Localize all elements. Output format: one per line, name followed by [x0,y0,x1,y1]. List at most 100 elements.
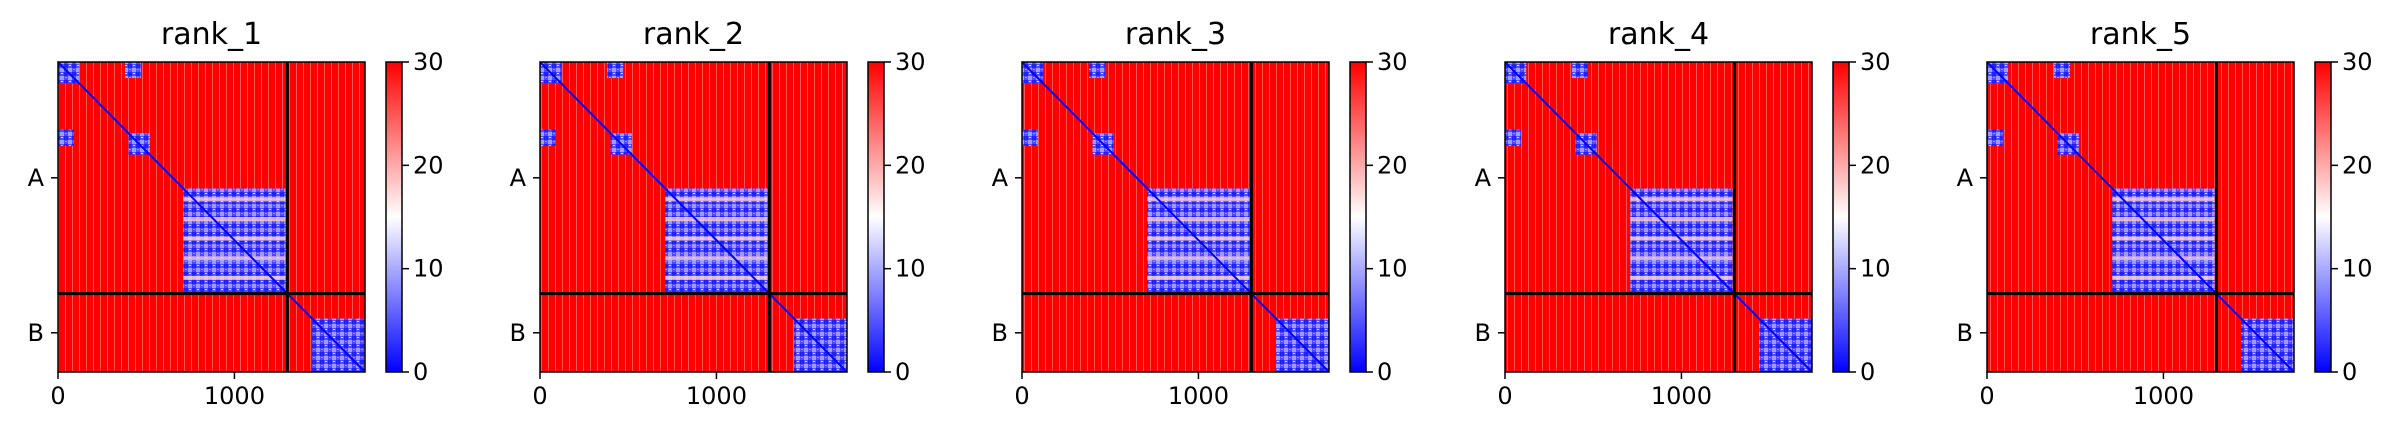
low-error-block [2054,62,2070,79]
axes-frame [1504,61,1813,373]
diagonal [1986,61,2295,373]
colorbar [1832,61,1850,373]
axes-frame [1021,61,1330,373]
error-streak [2112,236,2215,241]
chain-label: A [1957,164,1974,192]
x-tick-label: 1000 [1168,382,1229,410]
error-streak [183,256,286,261]
error-streak [1147,217,1250,221]
colorbar [385,61,403,373]
low-error-block [1022,129,1038,146]
colorbar [1349,61,1367,373]
colorbar-tick-label: 10 [1377,255,1408,283]
error-streak [2112,256,2215,261]
low-error-block [1089,62,1105,79]
chain-label: B [1475,319,1491,347]
x-tick-label: 0 [1979,382,1994,410]
low-error-block [607,62,623,79]
error-streak [1147,197,1250,202]
colorbar-tick-label: 20 [2342,151,2373,179]
colorbar-tick-label: 30 [413,48,444,76]
chain-label: B [28,319,44,347]
colorbar-tick-label: 0 [413,358,428,386]
diagonal [57,61,366,373]
error-streak [2112,275,2215,280]
chain-label: A [1475,164,1492,192]
x-tick-label: 0 [532,382,547,410]
error-streak [183,197,286,202]
colorbar-tick-label: 20 [413,151,444,179]
x-tick-label: 1000 [1651,382,1712,410]
chain-label: A [992,164,1009,192]
heatmap-panel-2: rank_2 0 1000 A B 0 10 20 30 [510,17,926,410]
error-streak [183,236,286,241]
colorbar-tick-label: 30 [895,48,926,76]
colorbar-tick-label: 0 [895,358,910,386]
low-error-block [1987,129,2003,146]
axes-frame [57,61,366,373]
low-error-block [125,62,141,79]
diagonal [539,61,848,373]
error-streak [2112,197,2215,202]
low-error-block [1505,129,1521,146]
heatmap-panel-4: rank_4 0 1000 A B 0 10 20 30 [1475,17,1891,410]
x-tick-label: 1000 [204,382,265,410]
colorbar-tick-label: 30 [1377,48,1408,76]
error-streak [1630,236,1733,241]
x-tick-label: 1000 [686,382,747,410]
chain-label: B [992,319,1008,347]
colorbar-tick-label: 20 [1860,151,1891,179]
heatmap-panel-3: rank_3 0 1000 A B 0 10 20 30 [992,17,1408,410]
error-streak [1147,275,1250,280]
colorbar [2314,61,2332,373]
colorbar-tick-label: 20 [1377,151,1408,179]
panel-title: rank_4 [1608,17,1709,52]
x-tick-label: 0 [1014,382,1029,410]
error-streak [665,197,768,202]
x-tick-label: 0 [1497,382,1512,410]
error-streak [665,236,768,241]
x-tick-label: 0 [50,382,65,410]
axes-frame [1986,61,2295,373]
x-tick-label: 1000 [2133,382,2194,410]
error-streak [183,217,286,221]
error-streak [1147,236,1250,241]
error-streak [1147,256,1250,261]
error-streak [665,217,768,221]
colorbar-tick-label: 10 [1860,255,1891,283]
panel-title: rank_2 [643,17,744,52]
chain-label: A [28,164,45,192]
chain-label: B [1957,319,1973,347]
colorbar [867,61,885,373]
chain-label: A [510,164,527,192]
chain-label: B [510,319,526,347]
colorbar-tick-label: 0 [1377,358,1392,386]
error-streak [1630,197,1733,202]
diagonal [1021,61,1330,373]
low-error-block [1572,62,1588,79]
diagonal [1504,61,1813,373]
error-streak [1630,256,1733,261]
error-streak [1630,275,1733,280]
low-error-block [58,129,74,146]
colorbar-tick-label: 0 [1860,358,1875,386]
error-streak [665,256,768,261]
low-error-block [540,129,556,146]
error-streak [1630,217,1733,221]
heatmap-panel-5: rank_5 0 1000 A B 0 10 20 30 [1957,17,2373,410]
colorbar-tick-label: 10 [2342,255,2373,283]
error-streak [2112,217,2215,221]
panel-title: rank_3 [1125,17,1226,52]
error-streak [665,275,768,280]
panel-title: rank_5 [2090,17,2191,52]
colorbar-tick-label: 30 [1860,48,1891,76]
heatmap-panel-1: rank_1 0 1000 A B 0 10 20 30 [28,17,444,410]
error-streak [183,275,286,280]
panel-title: rank_1 [161,17,262,52]
colorbar-tick-label: 20 [895,151,926,179]
axes-frame [539,61,848,373]
colorbar-tick-label: 10 [895,255,926,283]
colorbar-tick-label: 30 [2342,48,2373,76]
colorbar-tick-label: 10 [413,255,444,283]
